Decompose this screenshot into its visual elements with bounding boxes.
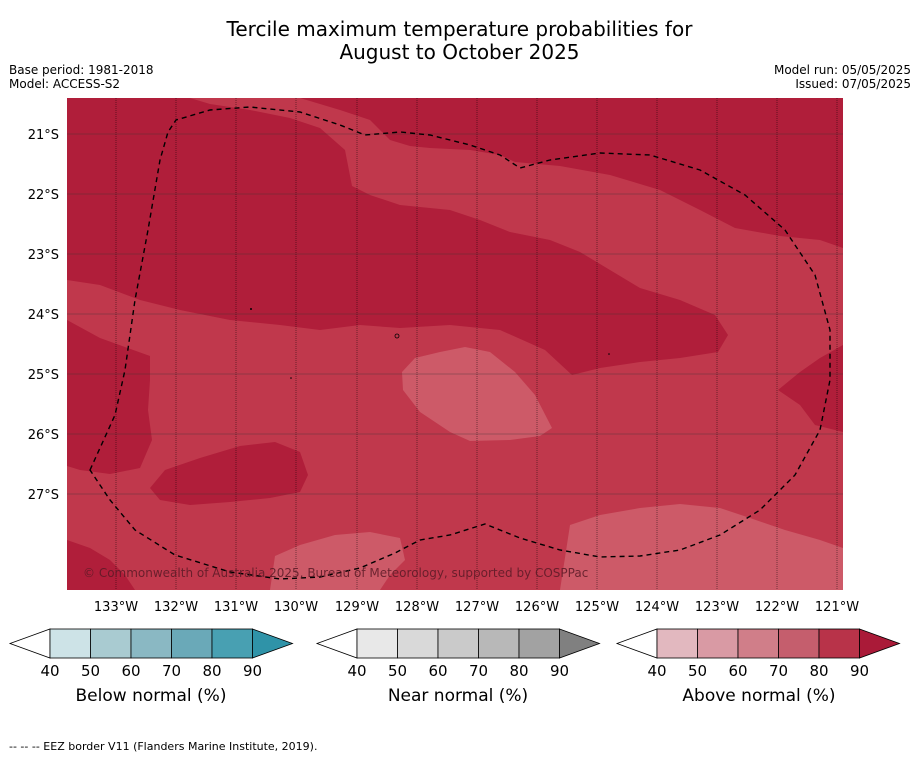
colorbar-tick-label: 50 xyxy=(81,662,100,680)
colorbar-tick-label: 80 xyxy=(509,662,528,680)
colorbar-tick-label: 90 xyxy=(550,662,569,680)
colorbar-segment xyxy=(356,628,398,659)
island-4 xyxy=(608,353,610,355)
field-above-80-south xyxy=(150,442,308,505)
colorbars: 40 50 60 70 80 90 40 50 60 70 80 90 40 50 60 70 80 90 xyxy=(8,628,901,680)
lon-tick: 132°W xyxy=(154,600,198,615)
lon-tick: 125°W xyxy=(575,600,619,615)
colorbar-tick-label: 40 xyxy=(647,662,666,680)
model-name: Model: ACCESS-S2 xyxy=(9,77,121,91)
title-line-2: August to October 2025 xyxy=(339,40,580,64)
island-1 xyxy=(250,308,252,310)
colorbar-tick-label: 50 xyxy=(688,662,707,680)
eez-boundary xyxy=(89,106,831,580)
field-above-80-north xyxy=(67,98,843,375)
colorbar-tick-label: 90 xyxy=(243,662,262,680)
map-area xyxy=(67,98,843,590)
colorbar-tick-label: 60 xyxy=(728,662,747,680)
title-line-1: Tercile maximum temperature probabilitie… xyxy=(226,17,693,41)
lat-tick: 23°S xyxy=(28,248,59,263)
field-above-80-southwest xyxy=(67,540,135,590)
copyright-text: © Commonwealth of Australia 2025, Bureau… xyxy=(83,566,588,580)
colorbar-segment xyxy=(90,628,132,659)
lat-tick: 21°S xyxy=(28,128,59,143)
colorbar-segment xyxy=(437,628,479,659)
colorbar-segment xyxy=(130,628,172,659)
colorbar-tick-label: 80 xyxy=(809,662,828,680)
colorbar-segment xyxy=(518,628,560,659)
colorbar-extend-high xyxy=(252,628,294,659)
colorbar-tick-label: 70 xyxy=(162,662,181,680)
colorbar-tick-label: 60 xyxy=(428,662,447,680)
meta-right: Model run: 05/05/2025 Issued: 07/05/2025 xyxy=(774,63,911,91)
colorbar-tick-label: 70 xyxy=(469,662,488,680)
colorbar-tick-label: 80 xyxy=(202,662,221,680)
field-above-80-west xyxy=(67,320,152,474)
colorbar-near: 40 50 60 70 80 90 xyxy=(315,628,601,680)
lat-tick: 22°S xyxy=(28,188,59,203)
colorbar-extend-low xyxy=(8,628,51,659)
chart-title: Tercile maximum temperature probabilitie… xyxy=(0,18,919,64)
colorbar-extend-low xyxy=(615,628,658,659)
map-figure: © Commonwealth of Australia 2025, Bureau… xyxy=(8,98,901,680)
island-3 xyxy=(290,377,292,379)
lat-tick: 25°S xyxy=(28,368,59,383)
colorbar-tick-label: 50 xyxy=(388,662,407,680)
colorbar-segment xyxy=(211,628,253,659)
colorbar-segment xyxy=(656,628,698,659)
lon-tick: 128°W xyxy=(395,600,439,615)
colorbar-tick-label: 60 xyxy=(121,662,140,680)
colorbar-tick-label: 70 xyxy=(769,662,788,680)
eez-footnote: -- -- -- EEZ border V11 (Flanders Marine… xyxy=(9,740,318,753)
colorbar-segment xyxy=(737,628,779,659)
colorbar-tick-label: 90 xyxy=(850,662,869,680)
colorbar-label-above: Above normal (%) xyxy=(682,686,836,706)
colorbar-tick-label: 40 xyxy=(347,662,366,680)
lat-tick: 26°S xyxy=(28,428,59,443)
lon-tick: 127°W xyxy=(455,600,499,615)
lon-tick: 123°W xyxy=(695,600,739,615)
lon-tick: 129°W xyxy=(335,600,379,615)
colorbar-segment xyxy=(397,628,439,659)
issued-date: Issued: 07/05/2025 xyxy=(795,77,911,91)
lon-tick: 133°W xyxy=(94,600,138,615)
lon-tick: 130°W xyxy=(274,600,318,615)
lon-tick: 121°W xyxy=(815,600,859,615)
field-above-80-east xyxy=(778,345,843,432)
colorbar-extend-low xyxy=(315,628,358,659)
field-60-70-southwest xyxy=(270,532,405,590)
colorbar-segment xyxy=(49,628,91,659)
colorbar-extend-high xyxy=(559,628,601,659)
lon-tick: 124°W xyxy=(635,600,679,615)
model-run: Model run: 05/05/2025 xyxy=(773,63,911,77)
colorbar-segment xyxy=(478,628,520,659)
base-period: Base period: 1981-2018 xyxy=(9,63,154,77)
colorbar-above: 40 50 60 70 80 90 xyxy=(615,628,901,680)
lat-tick: 24°S xyxy=(28,308,59,323)
colorbar-label-below: Below normal (%) xyxy=(75,686,227,706)
lon-tick: 126°W xyxy=(515,600,559,615)
field-60-70-south xyxy=(560,504,843,590)
colorbar-tick-label: 40 xyxy=(40,662,59,680)
colorbar-label-near: Near normal (%) xyxy=(387,686,529,706)
lon-tick-labels: 133°W 132°W 131°W 130°W 129°W 128°W 127°… xyxy=(94,600,859,615)
colorbar-segment xyxy=(697,628,739,659)
island-2 xyxy=(394,333,400,339)
colorbar-segment xyxy=(171,628,213,659)
colorbar-segment xyxy=(818,628,860,659)
colorbar-extend-high xyxy=(859,628,901,659)
graticule xyxy=(115,98,838,590)
lat-tick: 27°S xyxy=(28,488,59,503)
meta-left: Base period: 1981-2018 Model: ACCESS-S2 xyxy=(9,63,154,91)
lon-tick: 131°W xyxy=(214,600,258,615)
colorbar-segment xyxy=(778,628,820,659)
lat-lines xyxy=(67,133,843,495)
lat-tick-labels: 21°S 22°S 23°S 24°S 25°S 26°S 27°S xyxy=(28,128,59,503)
colorbar-below: 40 50 60 70 80 90 xyxy=(8,628,294,680)
lon-tick: 122°W xyxy=(755,600,799,615)
